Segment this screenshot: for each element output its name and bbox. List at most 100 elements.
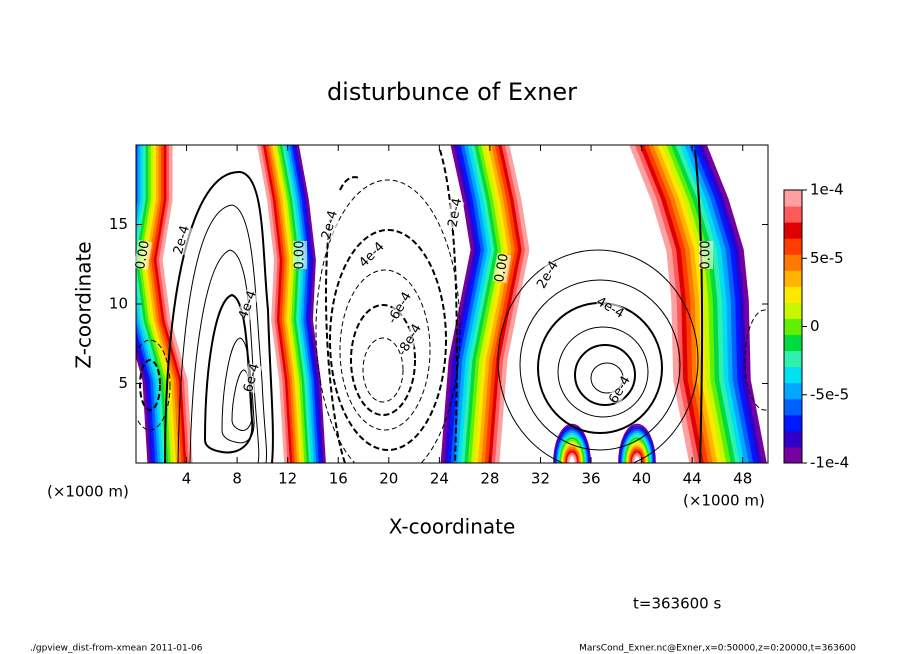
color-band bbox=[136, 145, 167, 463]
contour bbox=[329, 229, 447, 451]
color-band bbox=[674, 145, 740, 463]
contour bbox=[164, 170, 274, 463]
x-tick-label: 16 bbox=[329, 470, 348, 488]
color-band bbox=[491, 145, 527, 463]
contour bbox=[744, 309, 768, 411]
contour bbox=[519, 279, 681, 451]
contour-label-bg bbox=[293, 241, 307, 269]
contour-label: 0.00 bbox=[133, 239, 153, 270]
x-tick-label: 44 bbox=[683, 470, 702, 488]
time-label: t=363600 s bbox=[633, 595, 721, 613]
color-bump bbox=[553, 423, 591, 463]
colorbar-swatch bbox=[784, 366, 802, 384]
x-tick-label: 4 bbox=[182, 470, 192, 488]
color-band bbox=[259, 145, 290, 463]
x-tick-label: 40 bbox=[632, 470, 651, 488]
footer-right: MarsCond_Exner.nc@Exner,x=0:50000,z=0:20… bbox=[579, 644, 856, 654]
contour-label: 0.00 bbox=[699, 241, 714, 270]
y-unit-label: (×1000 m) bbox=[47, 483, 129, 501]
contour-label-bg bbox=[386, 292, 414, 324]
x-tick-label: 24 bbox=[430, 470, 449, 488]
x-tick-label: 12 bbox=[278, 470, 297, 488]
contour bbox=[497, 249, 699, 463]
color-bump bbox=[622, 433, 652, 463]
color-bump bbox=[561, 440, 583, 463]
color-band bbox=[269, 145, 300, 463]
contour-label: 0.00 bbox=[293, 241, 308, 270]
color-band bbox=[158, 145, 193, 463]
color-band bbox=[264, 145, 295, 463]
color-band bbox=[273, 145, 305, 463]
colorbar-tick-label: -1e-4 bbox=[810, 454, 849, 472]
colorbar-swatch bbox=[784, 446, 802, 464]
contour bbox=[339, 269, 431, 431]
colorbar-tick-label: 0 bbox=[810, 317, 820, 335]
contour-label: -6e-4 bbox=[385, 290, 415, 327]
contour bbox=[231, 369, 253, 431]
color-bump bbox=[624, 437, 650, 463]
contour-label-bg bbox=[534, 259, 562, 291]
color-band bbox=[136, 335, 154, 463]
color-band bbox=[276, 145, 307, 463]
colorbar-swatch bbox=[784, 334, 802, 352]
color-band bbox=[261, 145, 293, 463]
color-band bbox=[266, 145, 298, 463]
color-band bbox=[629, 145, 695, 463]
color-band bbox=[454, 145, 489, 463]
contour-label: 6e-4 bbox=[241, 362, 263, 394]
contour-label-bg bbox=[171, 224, 193, 256]
color-band bbox=[290, 145, 322, 463]
contour-label-bg bbox=[445, 199, 465, 231]
contour bbox=[189, 249, 260, 463]
color-band bbox=[461, 145, 496, 463]
colorbar-tick-label: 5e-5 bbox=[810, 249, 844, 267]
color-band bbox=[148, 145, 183, 463]
x-tick-label: 36 bbox=[581, 470, 600, 488]
color-band bbox=[156, 145, 190, 463]
x-tick-label: 28 bbox=[480, 470, 499, 488]
x-axis-label: X-coordinate bbox=[389, 515, 516, 539]
contour-label: 2e-4 bbox=[171, 224, 193, 256]
color-band bbox=[647, 145, 713, 463]
contour-label-bg bbox=[319, 209, 341, 241]
color-band bbox=[136, 145, 157, 463]
color-band bbox=[143, 145, 177, 463]
colorbar-swatch bbox=[784, 302, 802, 319]
color-band bbox=[283, 145, 314, 463]
color-bump bbox=[618, 423, 656, 463]
contour-label: 4e-4 bbox=[594, 294, 627, 322]
contour bbox=[557, 326, 649, 418]
color-band bbox=[633, 145, 700, 463]
x-unit-label: (×1000 m) bbox=[683, 492, 765, 510]
colorbar-swatch bbox=[784, 206, 802, 223]
contour bbox=[315, 179, 461, 463]
color-band bbox=[293, 145, 324, 463]
color-bump bbox=[567, 454, 577, 463]
color-band bbox=[136, 145, 159, 463]
color-bump bbox=[632, 454, 642, 463]
color-bump bbox=[563, 444, 581, 463]
color-band bbox=[450, 145, 486, 463]
color-band bbox=[481, 145, 516, 463]
color-bump bbox=[554, 427, 590, 463]
contour-label: 2e-4 bbox=[319, 209, 341, 241]
y-tick-label: 10 bbox=[109, 295, 128, 313]
colorbar-swatch bbox=[784, 270, 802, 287]
contour bbox=[574, 344, 636, 406]
contour-label: 6e-4 bbox=[606, 374, 634, 407]
colorbar-swatch bbox=[784, 238, 802, 255]
color-band bbox=[136, 145, 162, 463]
footer-left: ./gpview_dist-from-xmean 2011-01-06 bbox=[30, 644, 203, 654]
color-band bbox=[136, 145, 170, 463]
color-band bbox=[257, 145, 288, 463]
colorbar-swatch bbox=[784, 190, 802, 207]
contour-label-bg bbox=[699, 241, 713, 269]
colorbar-swatch bbox=[784, 430, 802, 448]
colorbar-swatch bbox=[784, 318, 802, 336]
colorbar-swatch bbox=[784, 382, 802, 400]
color-band bbox=[288, 145, 319, 463]
contour-label-bg bbox=[357, 240, 387, 270]
contour-label-bg bbox=[492, 252, 512, 284]
color-bump bbox=[628, 446, 646, 463]
colorbar-swatch bbox=[784, 398, 802, 416]
